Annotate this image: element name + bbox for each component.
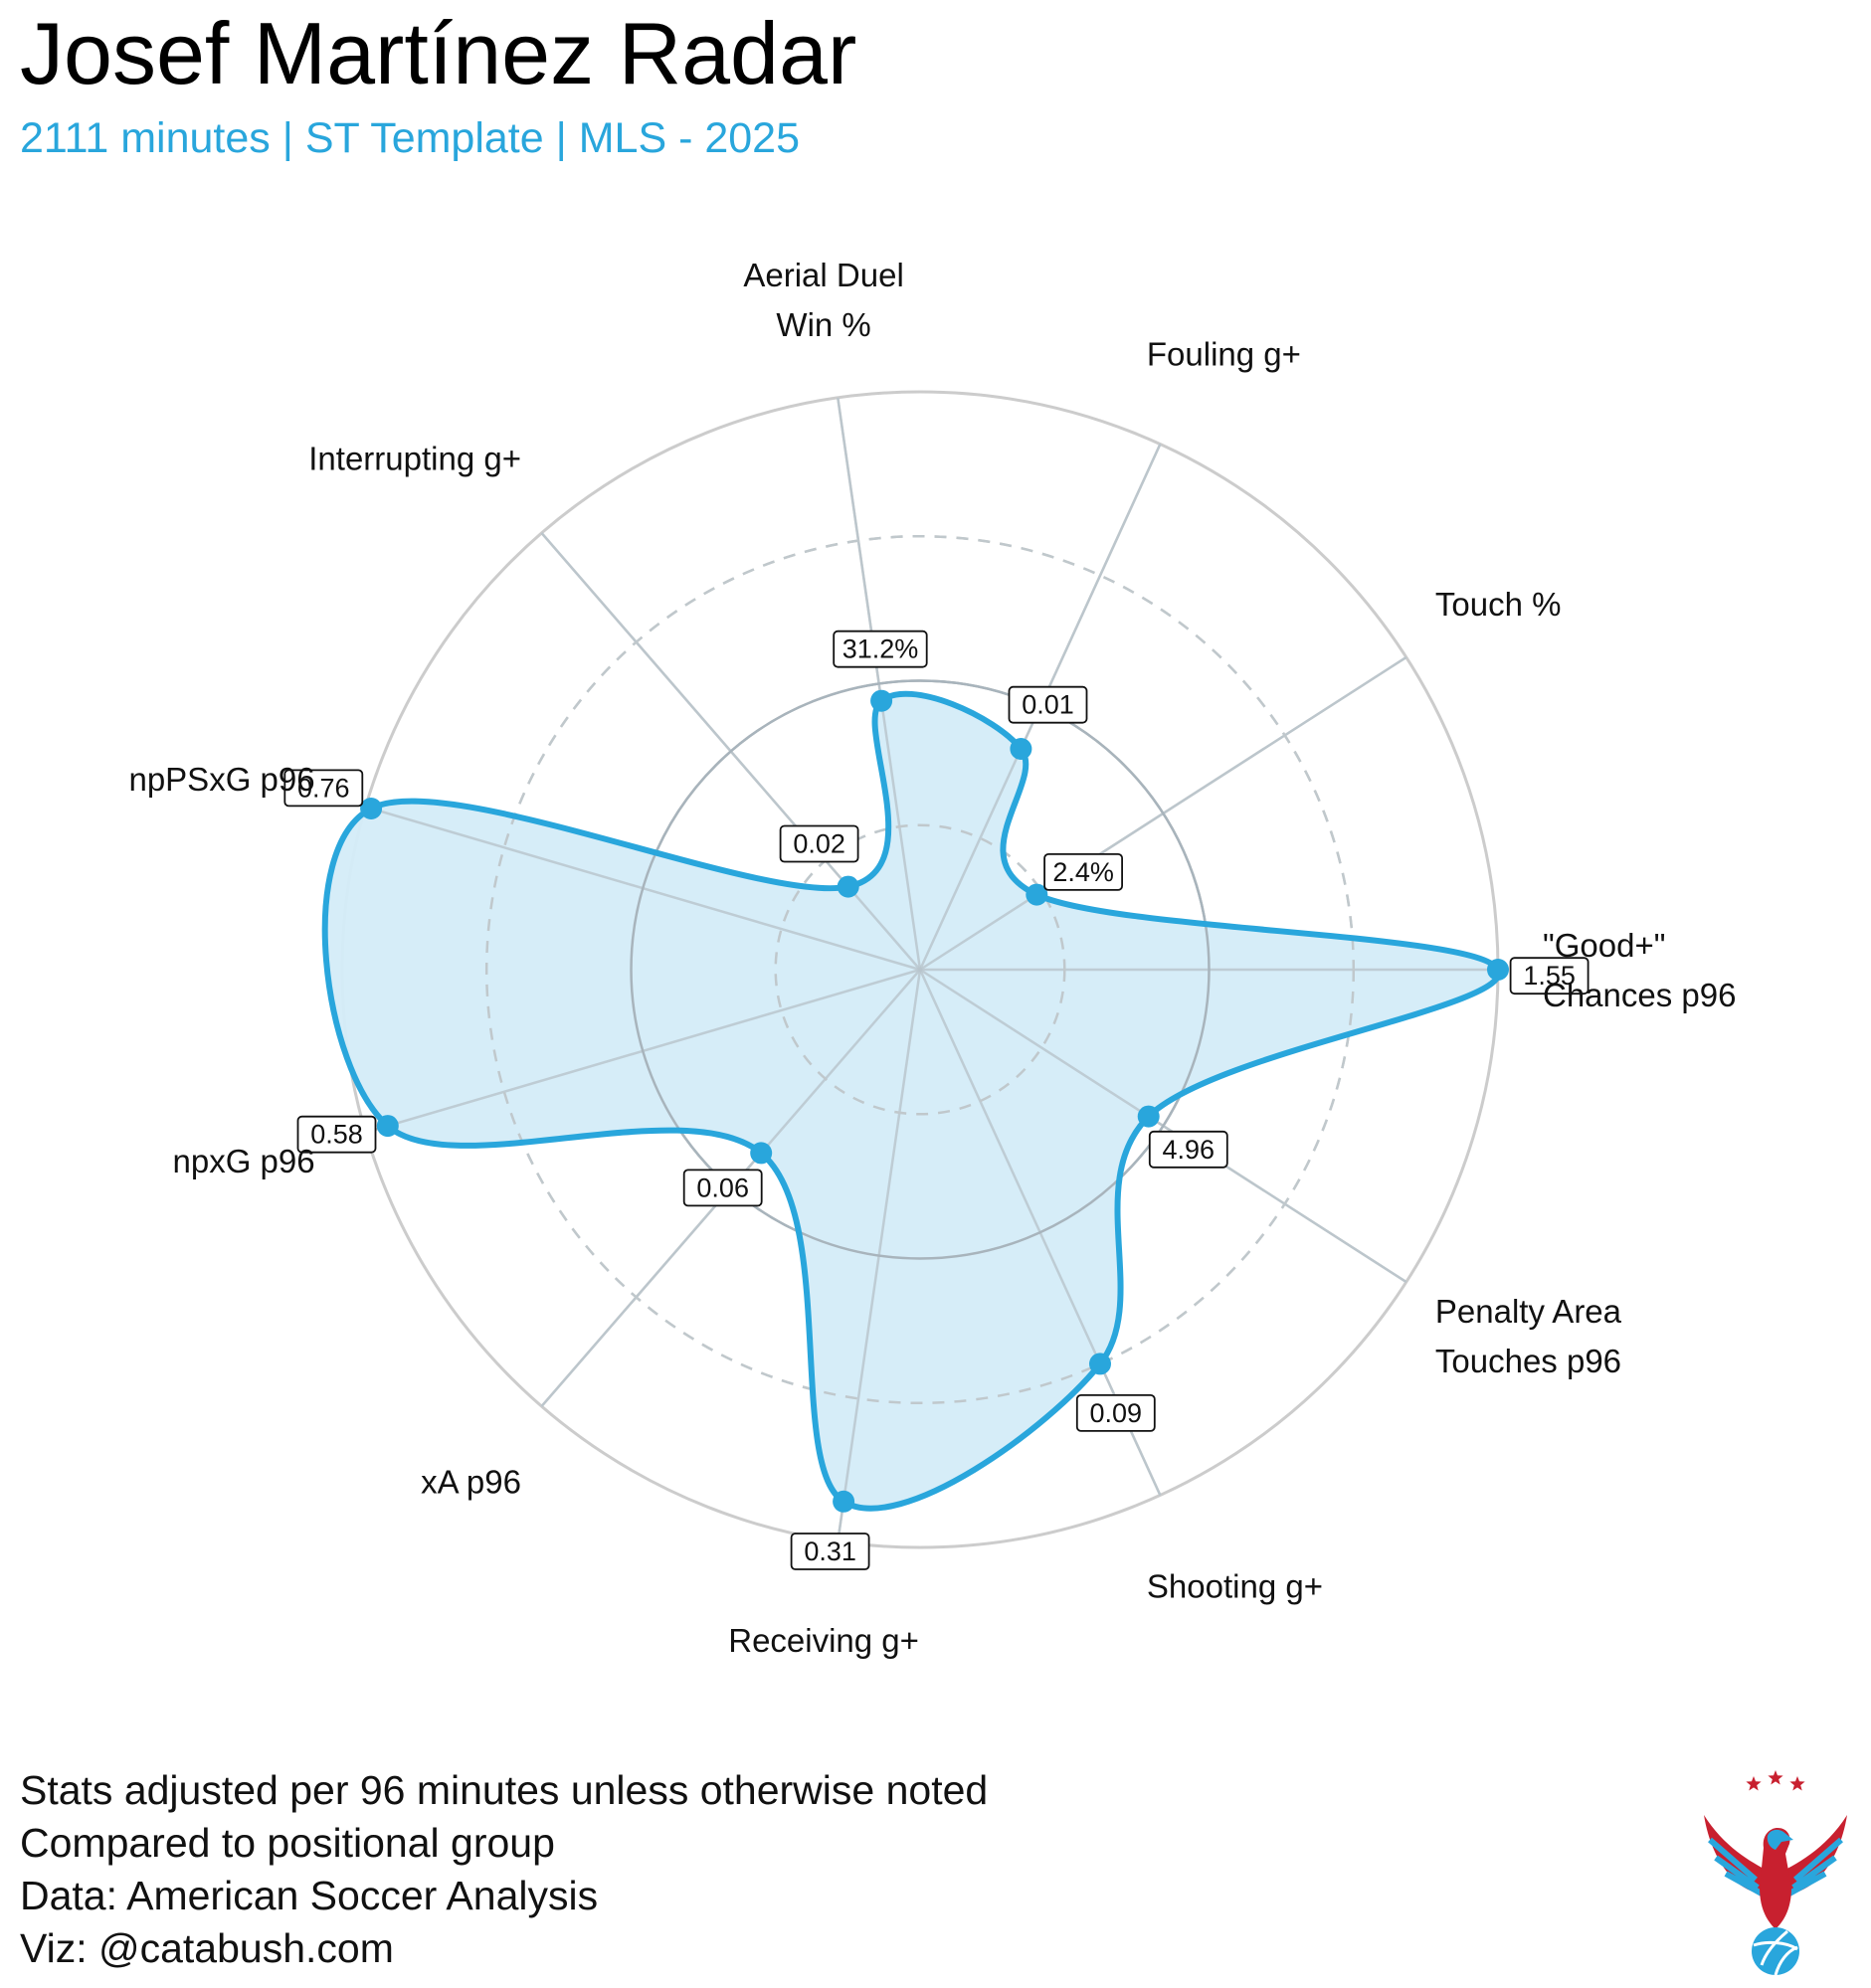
axis-label-line-2-0: Shooting g+ (1147, 1567, 1323, 1604)
value-label-box-6 (283, 769, 364, 808)
value-label-text-0: 1.55 (1523, 961, 1576, 991)
data-point-4 (750, 1142, 773, 1165)
axis-label-line-10-0: Touch % (1435, 585, 1562, 622)
value-label-box-10 (1043, 853, 1123, 891)
axis-label-1: Penalty Area Touches p96 (1435, 1293, 1622, 1379)
value-label-text-1: 4.96 (1163, 1135, 1216, 1165)
value-label-box-8 (833, 630, 928, 668)
axis-label-9: Fouling g+ (1147, 335, 1301, 372)
axis-label-line-3-0: Receiving g+ (728, 1622, 919, 1659)
data-point-8 (870, 689, 893, 712)
footer-line-data-source: Data: American Soccer Analysis (20, 1873, 599, 1918)
value-label-8: 31.2% (833, 630, 928, 668)
data-point-9 (1010, 738, 1032, 760)
axis-label-line-0-1: Chances p96 (1543, 977, 1736, 1013)
axis-label-line-5-0: npxG p96 (172, 1142, 314, 1178)
axis-labels: "Good+" Chances p96 Penalty Area Touches p9… (128, 256, 1736, 1658)
footer-line-compared: Compared to positional group (20, 1820, 555, 1866)
data-point-10 (1026, 883, 1048, 906)
value-label-box-0 (1509, 957, 1590, 995)
value-label-text-6: 0.76 (297, 773, 350, 803)
axis-label-line-9-0: Fouling g+ (1147, 335, 1301, 372)
eagle-head-icon (1767, 1829, 1793, 1850)
axis-label-10: Touch % (1435, 585, 1562, 622)
data-point-3 (833, 1490, 855, 1513)
axis-label-line-4-0: xA p96 (421, 1463, 521, 1500)
value-label-7: 0.02 (779, 824, 859, 863)
axis-label-line-6-0: npPSxG p96 (128, 761, 314, 798)
logo-star-icon-2 (1789, 1776, 1805, 1791)
value-label-box-1 (1148, 1130, 1228, 1169)
value-label-text-7: 0.02 (793, 829, 845, 859)
value-label-text-5: 0.58 (310, 1120, 363, 1150)
axis-label-line-1-0: Penalty Area (1435, 1293, 1622, 1330)
axis-label-8: Aerial Duel Win % (743, 256, 903, 342)
data-point-0 (1487, 959, 1509, 981)
axis-label-6: npPSxG p96 (128, 761, 314, 798)
radar-area-group (321, 397, 1502, 1542)
grid-ring-overlay-50 (630, 679, 1211, 1260)
radar-points (360, 689, 1509, 1513)
axis-label-5: npxG p96 (172, 1142, 314, 1178)
value-label-6: 0.76 (283, 769, 364, 808)
data-point-1 (1137, 1105, 1160, 1128)
grid-ring-overlay-75 (484, 534, 1356, 1405)
value-label-box-4 (682, 1169, 763, 1207)
value-label-box-5 (296, 1115, 377, 1154)
value-label-text-3: 0.31 (804, 1536, 856, 1566)
axis-label-line-8-0: Aerial Duel (743, 256, 903, 292)
value-label-text-4: 0.06 (696, 1173, 749, 1202)
radar-area-fill (324, 693, 1499, 1509)
axis-label-0: "Good+" Chances p96 (1543, 927, 1736, 1013)
footer-notes: Stats adjusted per 96 minutes unless oth… (20, 1764, 988, 1975)
value-label-3: 0.31 (790, 1533, 870, 1570)
radar-area-outline (321, 690, 1502, 1512)
value-label-4: 0.06 (682, 1169, 763, 1207)
data-point-5 (376, 1115, 399, 1138)
axis-label-line-1-1: Touches p96 (1435, 1343, 1621, 1379)
soccer-ball-seams-icon (1753, 1929, 1798, 1976)
axis-label-4: xA p96 (421, 1463, 521, 1500)
chart-subtitle: 2111 minutes | ST Template | MLS - 2025 (20, 114, 801, 162)
grid-ring-overlay-25 (774, 823, 1066, 1116)
value-labels: 1.55 4.96 0.09 0.31 0.06 0.58 0.76 0.02 31.2% 0.0… (283, 630, 1590, 1570)
logo-star-icon-0 (1746, 1776, 1762, 1791)
value-label-0: 1.55 (1509, 957, 1590, 995)
chart-title: Josef Martínez Radar (20, 4, 857, 102)
value-label-10: 2.4% (1043, 853, 1123, 891)
axis-label-3: Receiving g+ (728, 1622, 919, 1659)
radar-chart: 1.55 4.96 0.09 0.31 0.06 0.58 0.76 0.02 31.2% 0.0… (128, 256, 1736, 1658)
data-point-6 (360, 798, 383, 819)
eagle-right-wing-icon (1776, 1815, 1847, 1898)
eagle-body-icon (1760, 1828, 1791, 1929)
value-label-1: 4.96 (1148, 1130, 1228, 1169)
value-label-text-8: 31.2% (842, 634, 919, 664)
logo-stars-icon (1746, 1770, 1805, 1791)
value-label-2: 0.09 (1075, 1394, 1156, 1432)
value-label-text-9: 0.01 (1022, 690, 1074, 720)
value-label-box-2 (1075, 1394, 1156, 1432)
axis-label-2: Shooting g+ (1147, 1567, 1323, 1604)
data-point-7 (837, 875, 859, 898)
value-label-box-3 (790, 1533, 870, 1570)
axis-label-line-8-1: Win % (776, 305, 870, 342)
footer-line-adjusted: Stats adjusted per 96 minutes unless oth… (20, 1767, 989, 1813)
value-label-box-9 (1008, 685, 1088, 724)
value-label-9: 0.01 (1008, 685, 1088, 724)
axis-label-line-0-0: "Good+" (1543, 927, 1665, 964)
value-label-box-7 (779, 824, 859, 863)
value-label-text-10: 2.4% (1052, 857, 1114, 887)
axis-label-line-7-0: Interrupting g+ (308, 440, 521, 476)
eagle-right-stripes-icon (1787, 1837, 1843, 1897)
eagle-left-stripes-icon (1708, 1837, 1764, 1897)
eagle-left-wing-icon (1704, 1815, 1776, 1898)
value-label-text-2: 0.09 (1090, 1398, 1143, 1428)
footer-line-viz-credit: Viz: @catabush.com (20, 1925, 394, 1971)
axis-label-7: Interrupting g+ (308, 440, 521, 476)
eagle-soccer-logo (1704, 1770, 1847, 1976)
value-label-5: 0.58 (296, 1115, 377, 1154)
data-point-2 (1089, 1353, 1111, 1375)
logo-star-icon-1 (1768, 1770, 1783, 1785)
